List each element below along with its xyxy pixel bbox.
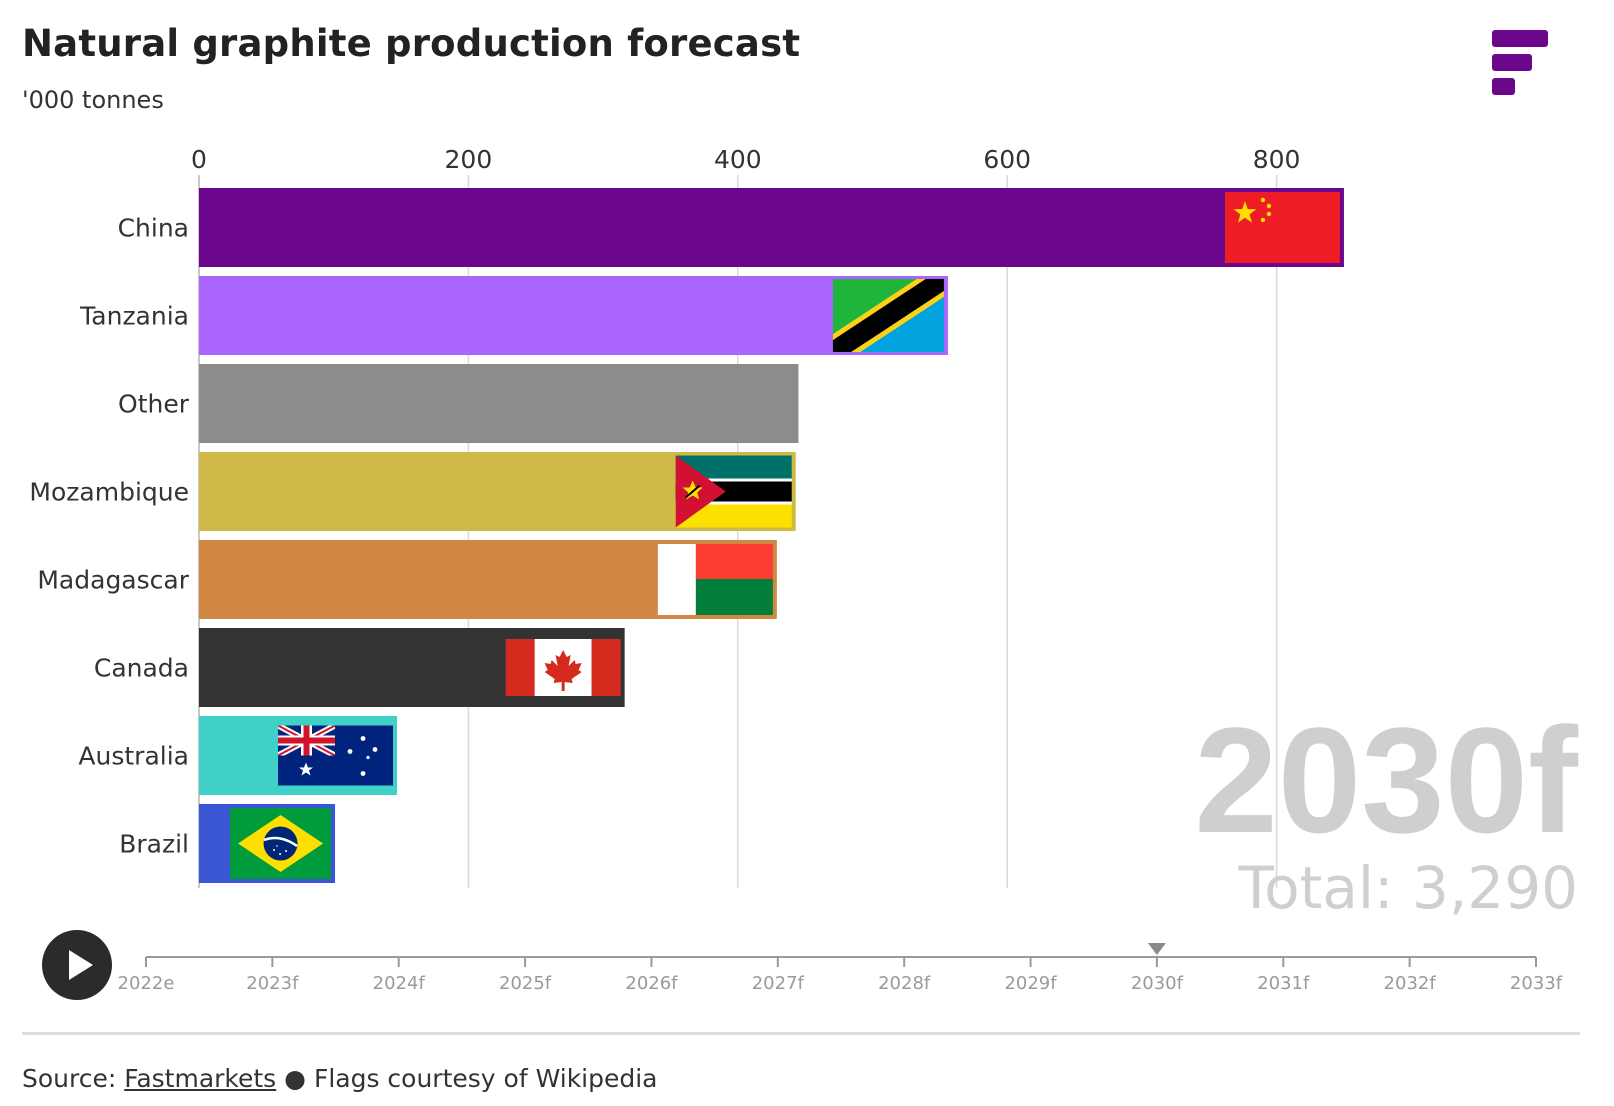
flags-credit: Flags courtesy of Wikipedia — [313, 1064, 658, 1093]
category-label-madagascar: Madagascar — [37, 566, 189, 595]
timeline-label-2022e[interactable]: 2022e — [118, 973, 175, 994]
bar-other — [199, 364, 799, 443]
category-label-china: China — [118, 214, 189, 243]
brand-logo-icon — [1492, 30, 1548, 95]
china-flag-icon — [1224, 192, 1340, 263]
bar-tanzania — [199, 276, 948, 355]
current-year-label: 2030f — [1194, 696, 1579, 864]
tanzania-flag-icon — [832, 279, 944, 352]
timeline-label-2029f[interactable]: 2029f — [1004, 973, 1057, 994]
chart-title: Natural graphite production forecast — [22, 22, 801, 65]
x-tick-label: 400 — [714, 145, 762, 174]
timeline-label-2026f[interactable]: 2026f — [625, 973, 678, 994]
category-label-brazil: Brazil — [119, 830, 189, 859]
x-tick-label: 800 — [1253, 145, 1301, 174]
madagascar-flag-icon — [657, 544, 773, 615]
category-label-canada: Canada — [94, 654, 189, 683]
timeline-label-2024f[interactable]: 2024f — [373, 973, 426, 994]
timeline-label-2032f[interactable]: 2032f — [1384, 973, 1437, 994]
mozambique-flag-icon — [675, 455, 792, 528]
australia-flag-icon — [278, 725, 394, 786]
chart-subtitle: '000 tonnes — [22, 86, 164, 114]
timeline-slider[interactable]: 2022e 2023f 2024f 2025f 2026f 2027f 2028f 2029f… — [118, 943, 1563, 994]
canada-flag-icon — [505, 639, 621, 696]
timeline-label-2030f[interactable]: 2030f — [1131, 973, 1184, 994]
timeline-label-2031f[interactable]: 2031f — [1257, 973, 1310, 994]
timeline-label-2025f[interactable]: 2025f — [499, 973, 552, 994]
category-label-tanzania: Tanzania — [79, 302, 189, 331]
play-button[interactable] — [42, 930, 112, 1000]
source-footer: Source: Fastmarkets ● Flags courtesy of … — [22, 1064, 658, 1093]
category-label-australia: Australia — [78, 742, 189, 771]
timeline-label-2028f[interactable]: 2028f — [878, 973, 931, 994]
footer-separator: ● — [276, 1064, 314, 1093]
timeline-label-2023f[interactable]: 2023f — [246, 973, 299, 994]
category-label-mozambique: Mozambique — [29, 478, 189, 507]
x-tick-label: 0 — [191, 145, 207, 174]
timeline-label-2027f[interactable]: 2027f — [752, 973, 805, 994]
source-prefix: Source: — [22, 1064, 125, 1093]
category-label-other: Other — [118, 390, 190, 419]
bar-china — [199, 188, 1344, 267]
timeline-handle[interactable] — [1147, 943, 1166, 955]
brazil-flag-icon — [230, 808, 332, 879]
x-tick-label: 600 — [983, 145, 1031, 174]
source-link[interactable]: Fastmarkets — [124, 1064, 277, 1093]
timeline-label-2033f[interactable]: 2033f — [1510, 973, 1563, 994]
footer-divider — [22, 1032, 1580, 1035]
x-tick-label: 200 — [445, 145, 493, 174]
bar-chart: 0 200 400 600 800 — [29, 145, 1579, 994]
total-label: Total: 3,290 — [1238, 854, 1578, 922]
